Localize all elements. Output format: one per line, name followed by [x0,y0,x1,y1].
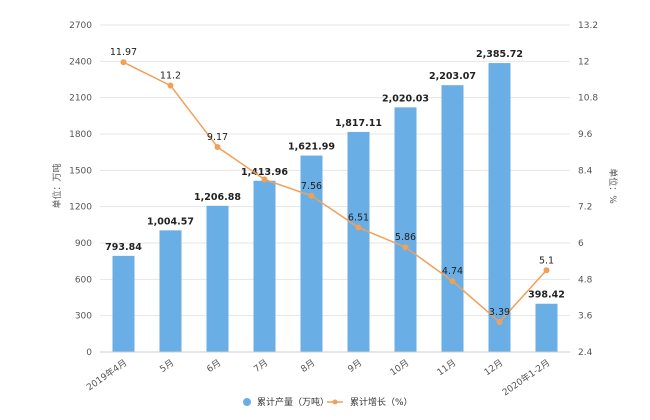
line-value-label: 3.39 [489,307,510,318]
left-axis-title: 单位：万吨 [51,163,63,208]
x-tick-label: 2020年1-2月 [500,357,552,399]
right-axis: 2.4 3.6 4.8 6 7.2 8.4 9.6 10.8 12 13.2 [578,21,598,358]
legend: 累计产量（万吨） 累计增长（%） [243,396,413,408]
right-tick-label: 4.8 [578,275,593,285]
line-point [308,192,315,199]
left-tick-label: 900 [75,239,92,249]
line-value-label: 7.56 [301,181,322,192]
bar [159,230,182,352]
x-tick-label: 6月 [205,357,223,374]
bar-value-label: 2,203.07 [429,71,476,82]
left-tick-label: 2400 [69,57,92,67]
x-tick-label: 10月 [388,357,411,378]
bar [300,155,323,352]
line-series: 11.97 11.2 9.17 7.56 6.51 5.86 4.74 3.39 5.1 [110,47,554,326]
x-tick-label: 8月 [299,357,317,374]
line-point [261,176,268,183]
right-tick-label: 8.4 [578,166,593,176]
legend-bar-label: 累计产量（万吨） [257,396,329,408]
x-tick-label: 9月 [346,357,364,374]
bar-value-label: 1,206.88 [194,192,241,203]
right-tick-label: 3.6 [578,312,593,322]
line-value-label: 11.97 [110,47,137,58]
line-value-label: 9.17 [207,132,228,143]
line-point [543,267,550,274]
bar-value-label: 1,817.11 [335,118,382,129]
left-tick-label: 600 [75,275,92,285]
bar [441,85,464,352]
right-tick-label: 6 [578,239,584,249]
x-tick-label: 11月 [435,357,458,378]
left-tick-label: 1500 [69,166,92,176]
left-tick-label: 0 [86,348,92,358]
left-tick-label: 2100 [69,94,92,104]
right-tick-label: 7.2 [578,203,592,213]
line-point [402,244,409,251]
bar-value-label: 398.42 [528,290,565,301]
line-value-label: 6.51 [348,213,369,224]
growth-line [123,61,548,324]
line-value-label: 4.74 [442,266,463,277]
right-tick-label: 12 [578,57,589,67]
bar-value-label: 793.84 [105,242,142,253]
line-point [355,224,362,231]
line-point [214,144,221,151]
bar [206,205,229,352]
bar [535,303,558,352]
line-point [167,82,174,89]
x-tick-label: 2019年4月 [84,357,129,394]
left-tick-label: 1800 [69,130,92,140]
line-point [496,319,503,326]
right-tick-label: 2.4 [578,348,593,358]
bar-value-label: 1,004.57 [147,216,194,227]
x-tick-label: 7月 [252,357,270,374]
line-value-label: 5.86 [395,232,416,243]
bar [394,107,417,352]
bar-value-label: 1,413.96 [241,167,288,178]
line-point [120,59,127,66]
x-tick-label: 12月 [482,357,505,378]
right-tick-label: 9.6 [578,130,593,140]
right-tick-label: 10.8 [578,94,598,104]
right-axis-title: 单位：% [607,168,619,204]
bar-value-label: 1,621.99 [288,142,335,153]
bar-value-label: 2,385.72 [476,49,523,60]
bar [347,131,370,352]
bar [488,63,511,352]
left-tick-label: 2700 [69,21,92,31]
legend-bar-swatch [243,398,251,406]
bar-series: 793.84 1,004.57 1,206.88 1,413.96 1,621.99 1,… [105,49,565,352]
bar [253,180,276,352]
legend-line-label: 累计增长（%） [350,396,413,408]
line-value-label: 5.1 [539,255,554,266]
left-tick-label: 1200 [69,203,92,213]
left-tick-label: 300 [75,312,92,322]
line-point [449,278,456,285]
bar-value-label: 2,020.03 [382,93,429,104]
right-tick-label: 13.2 [578,21,598,31]
line-value-label: 11.2 [160,71,181,82]
x-tick-label: 5月 [158,357,176,374]
legend-line-marker [332,399,338,405]
bar [112,255,135,352]
left-axis: 0 300 600 900 1200 1500 1800 2100 2400 2700 [69,21,92,358]
